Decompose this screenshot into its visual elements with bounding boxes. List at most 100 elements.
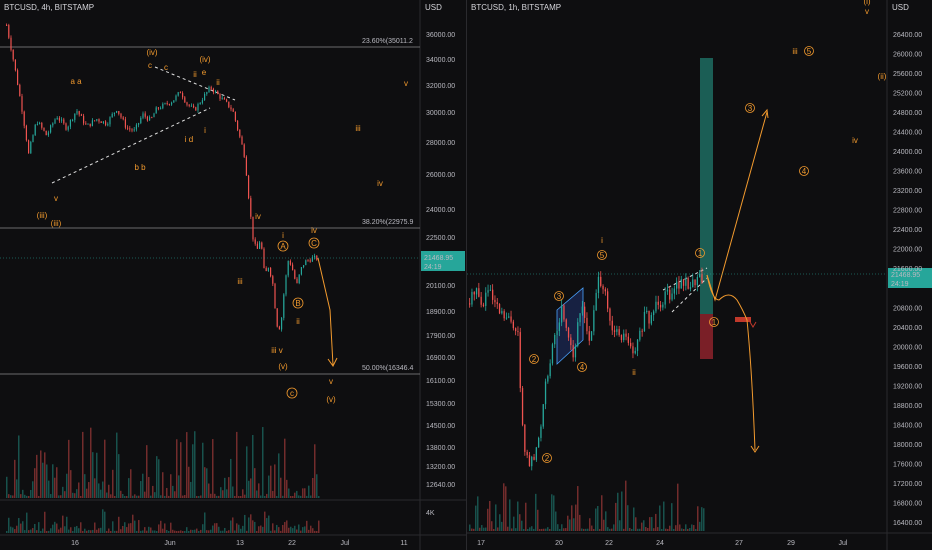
candle-body xyxy=(14,59,16,71)
volume-bar xyxy=(603,519,605,531)
volume-bar xyxy=(695,528,697,531)
volume-bar xyxy=(296,529,298,533)
volume-bar xyxy=(58,529,60,533)
price-axis-tick: 36000.00 xyxy=(426,32,455,39)
volume-bar xyxy=(100,489,102,498)
volume-bar xyxy=(681,528,683,531)
candle-body xyxy=(87,123,89,125)
candle-body xyxy=(135,124,137,130)
volume-bar xyxy=(505,486,507,531)
volume-bar xyxy=(70,470,72,498)
volume-bar xyxy=(66,473,68,498)
volume-bar xyxy=(206,468,208,498)
volume-bar xyxy=(687,528,689,531)
volume-bar xyxy=(477,496,479,531)
candle-body xyxy=(531,456,533,467)
candle-body xyxy=(201,100,203,103)
candle-body xyxy=(230,107,232,110)
volume-bar xyxy=(52,524,54,533)
volume-bar xyxy=(575,504,577,531)
trendline-lower xyxy=(51,107,211,184)
candle-body xyxy=(309,260,311,262)
volume-bar xyxy=(106,530,108,533)
candle-body xyxy=(228,101,230,108)
volume-bar xyxy=(20,523,22,533)
candle-body xyxy=(124,119,126,128)
candle-body xyxy=(171,102,173,105)
volume-bar xyxy=(44,452,46,498)
candle-body xyxy=(113,112,115,114)
wave-label: v xyxy=(865,7,869,16)
candle-body xyxy=(74,113,76,120)
price-axis-tick: 32000.00 xyxy=(426,83,455,90)
volume-bar xyxy=(633,507,635,531)
wave-label-circle xyxy=(709,317,719,327)
stop-zone-box xyxy=(700,314,713,359)
candle-body xyxy=(570,337,572,346)
volume-bar xyxy=(192,444,194,498)
volume-bar xyxy=(178,530,180,533)
volume-bar xyxy=(140,481,142,498)
chart-pane-1h[interactable]: 21468.95 24:19 26400.00 26000.00 25600.00 252… xyxy=(466,0,932,550)
volume-bar xyxy=(96,529,98,533)
bar-countdown: 24:19 xyxy=(424,264,442,271)
price-axis-tick: 26000.00 xyxy=(893,52,922,59)
volume-bar xyxy=(58,495,60,498)
volume-bar xyxy=(509,499,511,531)
volume-bar xyxy=(76,525,78,533)
candle-body xyxy=(535,447,537,460)
candle-body xyxy=(503,311,505,319)
volume-bar xyxy=(268,475,270,498)
volume-bar xyxy=(134,520,136,533)
candle-body xyxy=(91,120,93,127)
candle-body xyxy=(138,123,140,125)
wave-label-circle xyxy=(577,362,587,372)
candle-body xyxy=(256,243,258,249)
volume-bar xyxy=(108,528,110,533)
candle-body xyxy=(607,291,609,309)
volume-bar xyxy=(517,501,519,531)
wave-label: i xyxy=(282,231,284,240)
candle-body xyxy=(80,114,82,116)
candle-body xyxy=(623,333,625,341)
candle-body xyxy=(221,97,223,99)
chart-canvas-4h[interactable]: 23.60%(35011.2 38.20%(22975.9 50.00%(16346… xyxy=(0,0,466,550)
candle-body xyxy=(265,268,267,272)
volume-bar xyxy=(24,494,26,498)
volume-bar xyxy=(525,502,527,531)
volume-bar xyxy=(198,530,200,533)
candle-body xyxy=(641,330,643,332)
volume-bar xyxy=(473,528,475,531)
chart-pane-4h[interactable]: 23.60%(35011.2 38.20%(22975.9 50.00%(16346… xyxy=(0,0,466,550)
fib-level-label: 38.20%(22975.9 xyxy=(362,219,413,226)
candle-body xyxy=(692,279,694,288)
volume-bar xyxy=(559,528,561,531)
current-price-tag xyxy=(421,251,465,271)
volume-bar xyxy=(156,456,158,498)
candle-body xyxy=(673,288,675,294)
candle-body xyxy=(616,329,618,332)
volume-bar xyxy=(152,530,154,533)
volume-bar xyxy=(158,524,160,533)
wave-label: ii xyxy=(632,368,636,377)
candle-body xyxy=(210,87,212,89)
volume-bar xyxy=(100,527,102,533)
volume-bar xyxy=(284,438,286,498)
volume-bar xyxy=(639,528,641,531)
volume-bar xyxy=(573,518,575,531)
volume-bar xyxy=(278,527,280,533)
candle-body xyxy=(289,260,291,265)
volume-bar xyxy=(168,530,170,533)
volume-bar xyxy=(308,529,310,533)
volume-bar xyxy=(280,530,282,533)
volume-bar xyxy=(246,446,248,498)
wave-label: c xyxy=(148,61,152,70)
volume-bar xyxy=(703,508,705,531)
volume-bar xyxy=(495,504,497,531)
volume-bar xyxy=(252,435,254,498)
chart-canvas-1h[interactable]: 21468.9524:1926400.0026000.0025600.00252… xyxy=(467,0,932,550)
candle-body xyxy=(303,265,305,268)
candle-body xyxy=(494,299,496,303)
volume-bar xyxy=(54,477,56,498)
candle-body xyxy=(694,279,696,286)
